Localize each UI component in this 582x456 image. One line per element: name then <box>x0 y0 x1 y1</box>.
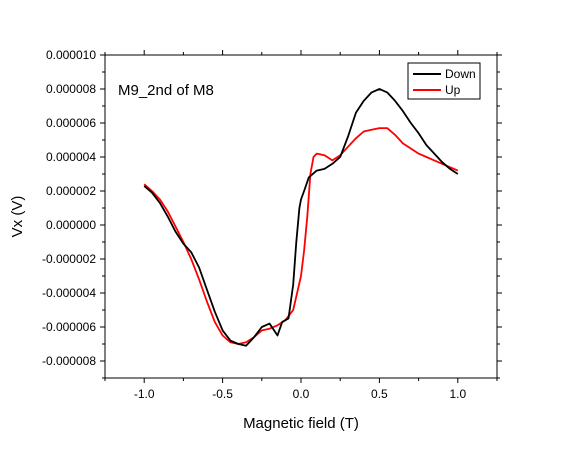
y-tick-label: 0.000004 <box>46 150 96 164</box>
series-line-up <box>143 127 459 345</box>
series-group <box>143 88 459 347</box>
y-tick-label: 0.000008 <box>46 82 96 96</box>
plot-frame <box>104 54 498 379</box>
x-tick-label: -0.5 <box>212 387 233 401</box>
legend: Down Up <box>407 62 481 100</box>
legend-label-up: Up <box>445 83 461 97</box>
x-axis-label: Magnetic field (T) <box>243 415 359 432</box>
y-tick-label: 0.000006 <box>46 116 96 130</box>
series-line-down <box>143 88 459 347</box>
y-tick-label: -0.000008 <box>42 354 96 368</box>
y-axis-label: Vx (V) <box>9 196 26 238</box>
x-tick-label: 0.5 <box>371 387 388 401</box>
axis-ticks: -1.0 -0.5 0.0 0.5 1.0 0.000010 0.000008 0.00000… <box>42 48 502 401</box>
legend-box <box>407 62 481 100</box>
legend-label-down: Down <box>445 67 476 81</box>
x-tick-label: 0.0 <box>293 387 310 401</box>
x-tick-label: 1.0 <box>449 387 466 401</box>
y-tick-label: 0.000002 <box>46 184 96 198</box>
y-tick-label: -0.000006 <box>42 320 96 334</box>
x-tick-label: -1.0 <box>134 387 155 401</box>
y-tick-label: -0.000004 <box>42 286 96 300</box>
y-tick-label: 0.000000 <box>46 218 96 232</box>
y-tick-label: 0.000010 <box>46 48 96 62</box>
chart-annotation: M9_2nd of M8 <box>118 82 214 99</box>
y-tick-label: -0.000002 <box>42 252 96 266</box>
